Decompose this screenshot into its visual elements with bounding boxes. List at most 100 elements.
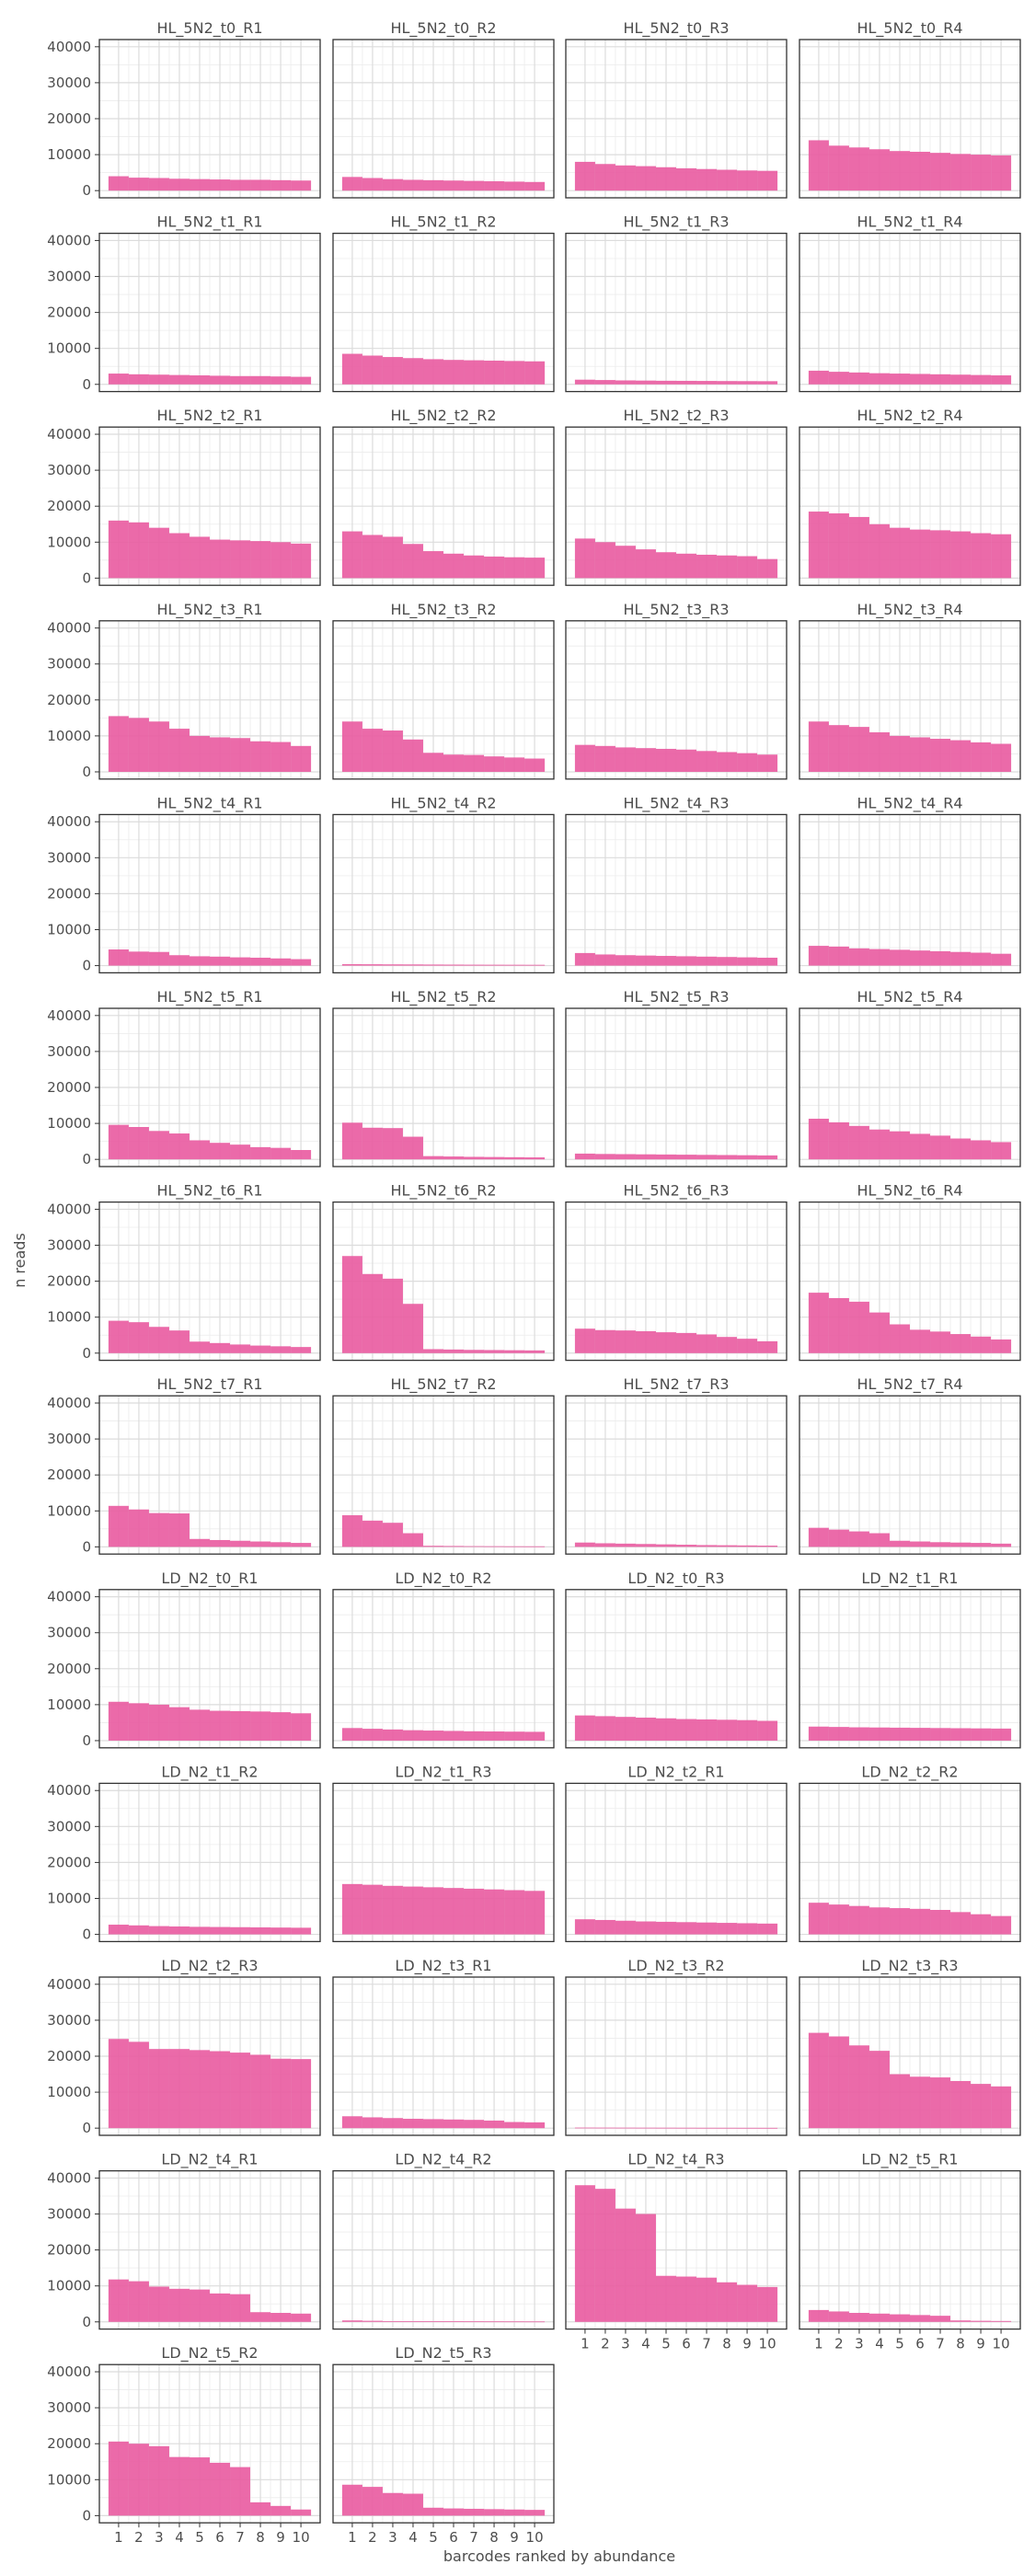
bar-HL_5N2_t2_R3-3 <box>615 546 636 579</box>
bar-LD_N2_t3_R2-2 <box>594 2127 615 2129</box>
panel-border <box>332 1395 555 1555</box>
panel-title: LD_N2_t3_R3 <box>861 1957 958 1975</box>
bar-LD_N2_t1_R1-8 <box>950 1728 972 1741</box>
bar-HL_5N2_t4_R1-4 <box>168 955 190 966</box>
y-tick-label: 20000 <box>47 1854 91 1870</box>
bar-HL_5N2_t5_R1-4 <box>168 1133 190 1160</box>
panel-title: HL_5N2_t3_R4 <box>857 601 962 619</box>
bar-HL_5N2_t7_R3-6 <box>676 1545 697 1547</box>
panel-title: HL_5N2_t3_R1 <box>156 601 262 619</box>
panel-HL_5N2_t4_R2: HL_5N2_t4_R2 <box>332 794 555 974</box>
bar-LD_N2_t1_R2-2 <box>128 1925 149 1935</box>
bar-LD_N2_t0_R1-5 <box>189 1709 210 1741</box>
panel-title: HL_5N2_t7_R2 <box>390 1375 496 1394</box>
bar-HL_5N2_t5_R1-2 <box>128 1127 149 1160</box>
bar-LD_N2_t1_R3-5 <box>422 1887 443 1935</box>
bar-HL_5N2_t3_R2-2 <box>362 729 383 772</box>
panel-title: HL_5N2_t4_R3 <box>623 794 729 812</box>
bar-HL_5N2_t0_R3-9 <box>737 170 758 191</box>
y-tick-label: 0 <box>82 569 91 586</box>
bar-LD_N2_t1_R3-2 <box>362 1884 383 1935</box>
bar-LD_N2_t3_R1-7 <box>464 2120 485 2129</box>
bar-LD_N2_t5_R2-10 <box>291 2509 312 2516</box>
bar-LD_N2_t4_R1-5 <box>189 2289 210 2322</box>
y-tick-label: 0 <box>82 182 91 199</box>
bar-HL_5N2_t1_R4-3 <box>848 372 869 385</box>
bar-LD_N2_t3_R1-10 <box>524 2122 546 2129</box>
bar-HL_5N2_t1_R2-3 <box>382 357 403 385</box>
y-tick-label: 30000 <box>47 849 91 866</box>
panel-LD_N2_t3_R2: LD_N2_t3_R2 <box>565 1957 788 2136</box>
bar-LD_N2_t2_R3-2 <box>128 2041 149 2129</box>
bar-HL_5N2_t0_R1-1 <box>108 176 129 191</box>
bar-HL_5N2_t6_R2-9 <box>504 1350 525 1353</box>
x-tick-label: 4 <box>408 2529 418 2546</box>
panels: HL_5N2_t0_R1010000200003000040000HL_5N2_… <box>47 19 1021 2546</box>
bar-HL_5N2_t0_R3-6 <box>676 167 697 191</box>
panel-title: HL_5N2_t7_R3 <box>623 1375 729 1394</box>
bar-LD_N2_t3_R3-10 <box>991 2086 1012 2129</box>
bar-HL_5N2_t5_R2-2 <box>362 1127 383 1160</box>
panel-border <box>565 39 788 199</box>
bar-LD_N2_t3_R2-6 <box>676 2127 697 2129</box>
bar-HL_5N2_t4_R2-4 <box>402 964 423 966</box>
bar-LD_N2_t0_R3-5 <box>655 1718 676 1741</box>
bar-HL_5N2_t7_R4-2 <box>828 1529 849 1547</box>
panel-HL_5N2_t0_R1: HL_5N2_t0_R1 0 10000 20000 30000 40000 <box>47 19 321 199</box>
y-tick-label: 0 <box>82 1732 91 1749</box>
y-tick-label: 10000 <box>47 921 91 937</box>
bar-HL_5N2_t1_R2-1 <box>341 353 362 385</box>
bar-HL_5N2_t1_R3-5 <box>655 380 676 385</box>
bar-HL_5N2_t2_R3-4 <box>635 549 656 579</box>
bar-HL_5N2_t2_R4-2 <box>828 513 849 579</box>
bar-LD_N2_t3_R3-1 <box>808 2032 829 2129</box>
bar-HL_5N2_t7_R4-3 <box>848 1531 869 1547</box>
bar-HL_5N2_t3_R2-9 <box>504 757 525 772</box>
bar-LD_N2_t2_R2-9 <box>971 1914 992 1935</box>
panel-title: HL_5N2_t5_R1 <box>156 988 262 1006</box>
bar-HL_5N2_t4_R4-6 <box>910 950 931 966</box>
panel-HL_5N2_t6_R4: HL_5N2_t6_R4 <box>799 1182 1021 1362</box>
bar-LD_N2_t0_R3-8 <box>717 1719 738 1741</box>
bar-HL_5N2_t3_R3-5 <box>655 748 676 772</box>
panel-HL_5N2_t3_R4: HL_5N2_t3_R4 <box>799 601 1021 780</box>
bar-HL_5N2_t1_R1-9 <box>270 376 292 385</box>
bar-LD_N2_t2_R3-10 <box>291 2059 312 2129</box>
panel-HL_5N2_t3_R3: HL_5N2_t3_R3 <box>565 601 788 780</box>
bar-HL_5N2_t0_R1-10 <box>291 180 312 191</box>
y-tick-label: 20000 <box>47 1273 91 1290</box>
y-tick-label: 10000 <box>47 146 91 163</box>
bar-HL_5N2_t1_R2-2 <box>362 355 383 385</box>
bar-LD_N2_t1_R2-6 <box>210 1926 231 1935</box>
bar-LD_N2_t4_R3-5 <box>655 2275 676 2322</box>
bar-HL_5N2_t1_R4-7 <box>930 374 951 385</box>
panel-title: HL_5N2_t4_R4 <box>857 794 962 812</box>
bar-HL_5N2_t0_R2-1 <box>341 177 362 191</box>
bar-HL_5N2_t7_R3-10 <box>757 1546 778 1547</box>
bar-LD_N2_t1_R2-3 <box>148 1926 169 1935</box>
bar-HL_5N2_t1_R3-9 <box>737 381 758 385</box>
x-axis-title: barcodes ranked by abundance <box>443 2547 675 2565</box>
bar-HL_5N2_t6_R3-6 <box>676 1332 697 1353</box>
bar-HL_5N2_t1_R3-3 <box>615 380 636 385</box>
bar-HL_5N2_t1_R3-1 <box>574 379 595 385</box>
bar-HL_5N2_t4_R2-8 <box>484 964 505 966</box>
x-tick-label: 4 <box>641 2336 650 2352</box>
bar-LD_N2_t3_R2-9 <box>737 2127 758 2129</box>
bar-LD_N2_t5_R3-9 <box>504 2509 525 2516</box>
panel-title: LD_N2_t4_R1 <box>161 2151 258 2169</box>
bar-HL_5N2_t1_R3-4 <box>635 380 656 385</box>
bar-LD_N2_t1_R2-5 <box>189 1926 210 1935</box>
bar-HL_5N2_t1_R3-8 <box>717 381 738 385</box>
panel-border <box>332 232 555 393</box>
bar-LD_N2_t5_R1-2 <box>828 2311 849 2322</box>
bar-LD_N2_t0_R1-1 <box>108 1701 129 1741</box>
bar-HL_5N2_t7_R4-1 <box>808 1527 829 1547</box>
bar-LD_N2_t0_R1-6 <box>210 1710 231 1741</box>
bar-LD_N2_t2_R1-2 <box>594 1919 615 1935</box>
x-tick-label: 7 <box>702 2336 711 2352</box>
bar-LD_N2_t4_R2-2 <box>362 2320 383 2322</box>
bar-HL_5N2_t7_R4-5 <box>889 1540 910 1547</box>
bar-LD_N2_t3_R1-1 <box>341 2116 362 2129</box>
panel-HL_5N2_t1_R2: HL_5N2_t1_R2 <box>332 213 555 393</box>
